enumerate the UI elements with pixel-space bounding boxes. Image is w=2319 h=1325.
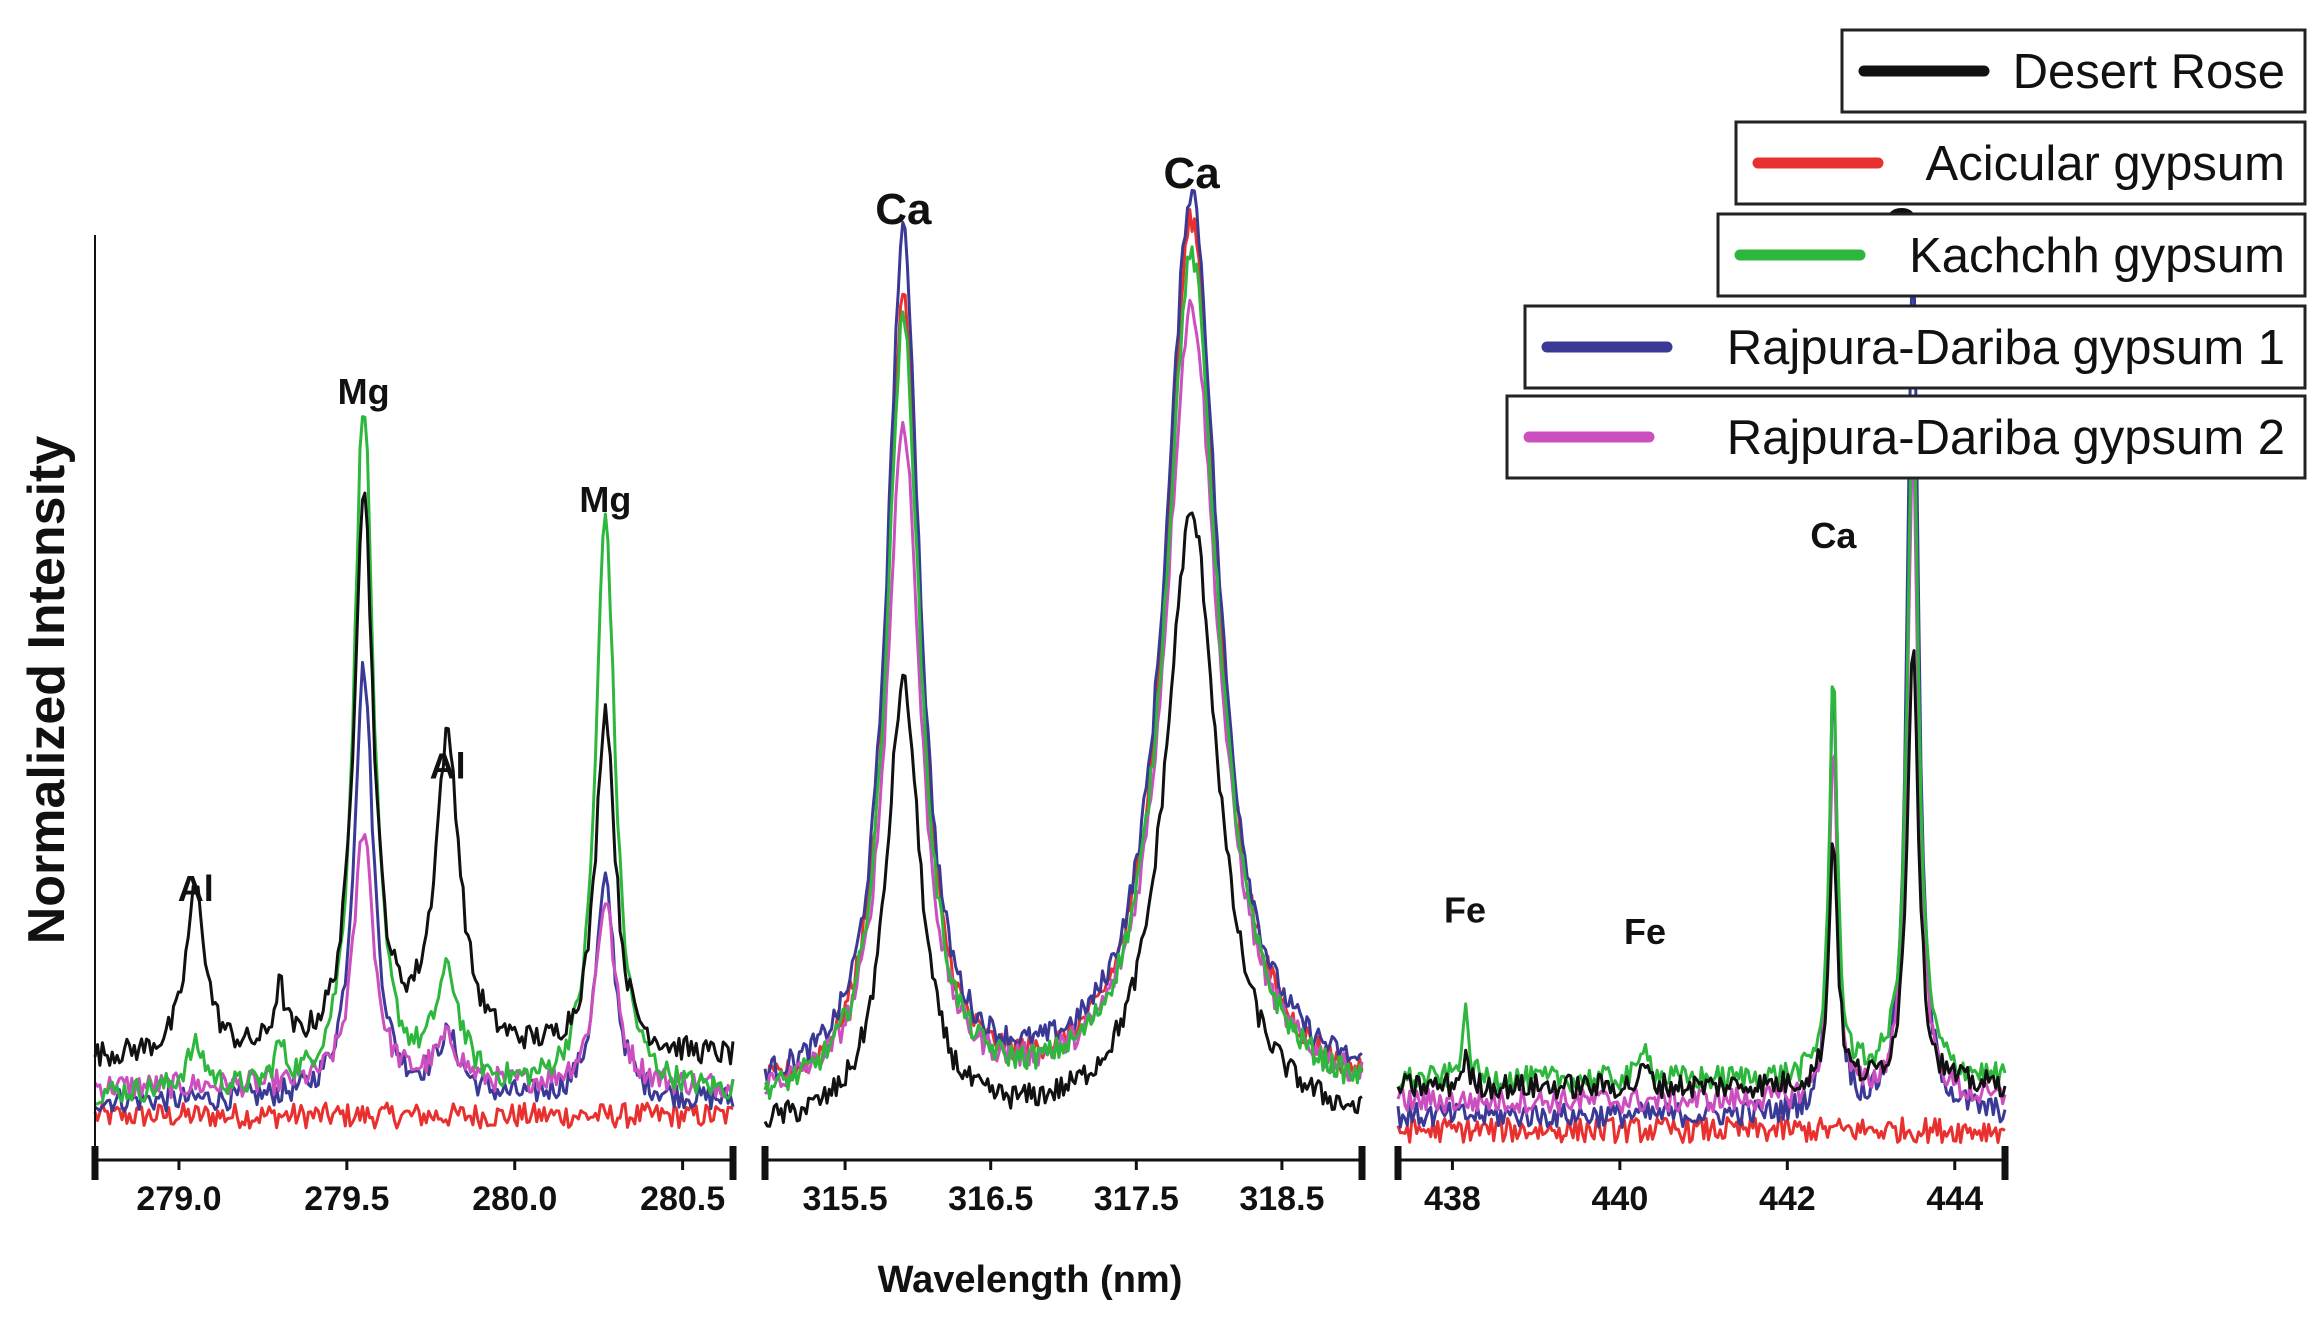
peak-label-fe: Fe (1444, 889, 1486, 930)
x-tick-label: 440 (1592, 1180, 1649, 1218)
legend-label: Desert Rose (2013, 45, 2285, 99)
x-tick-label: 444 (1926, 1180, 1983, 1218)
peak-label-mg: Mg (338, 371, 390, 412)
x-tick-label: 280.5 (640, 1180, 725, 1218)
x-tick-label: 315.5 (803, 1180, 888, 1218)
x-tick-label: 317.5 (1094, 1180, 1179, 1218)
legend-label: Kachchh gypsum (1909, 229, 2285, 283)
y-axis-title: Normalized Intensity (18, 436, 76, 945)
x-tick-label: 442 (1759, 1180, 1816, 1218)
trace-p3-desert-rose (1396, 649, 2007, 1100)
x-tick-label: 279.0 (136, 1180, 221, 1218)
peak-label-al: Al (430, 745, 466, 786)
legend-entry: Rajpura-Dariba gypsum 2 (1505, 394, 2307, 480)
legend-label: Rajpura-Dariba gypsum 1 (1727, 321, 2285, 375)
peak-label-al: Al (178, 868, 214, 909)
peak-label-ca: Ca (1810, 515, 1857, 556)
trace-p2-rajpura-dariba-gypsum-1 (763, 188, 1363, 1084)
legend-entry: Acicular gypsum (1734, 120, 2307, 206)
trace-p2-desert-rose (763, 511, 1363, 1128)
peak-label-mg: Mg (579, 479, 631, 520)
x-tick-label: 318.5 (1239, 1180, 1324, 1218)
legend: Desert Rose Acicular gypsum Kachchh gypsum… (1505, 28, 2307, 480)
trace-p1-acicular-gypsum (93, 1101, 734, 1130)
x-tick-label: 280.0 (472, 1180, 557, 1218)
legend-entry: Desert Rose (1840, 28, 2307, 114)
legend-entry: Kachchh gypsum (1716, 212, 2307, 298)
legend-box (1523, 304, 2307, 390)
trace-p1-desert-rose (93, 491, 735, 1067)
spectra-traces (93, 188, 2007, 1144)
x-tick-label: 438 (1424, 1180, 1481, 1218)
trace-p1-kachchh-gypsum (94, 415, 735, 1106)
peak-labels: AlMgAlMgCaCaFeFeCaCa (178, 149, 1942, 952)
peak-label-ca: Ca (875, 185, 932, 234)
axes: 279.0 279.5 280.0 280.5 315.5 316.5 317.5 318.5… (91, 235, 2009, 1218)
x-axis-title: Wavelength (nm) (878, 1259, 1183, 1301)
peak-label-ca: Ca (1164, 149, 1221, 198)
legend-entry: Rajpura-Dariba gypsum 1 (1523, 304, 2307, 390)
trace-p3-rajpura-dariba-gypsum-2 (1396, 455, 2007, 1115)
x-tick-label: 279.5 (304, 1180, 389, 1218)
x-tick-label: 316.5 (948, 1180, 1033, 1218)
legend-label: Rajpura-Dariba gypsum 2 (1727, 411, 2285, 465)
trace-p2-kachchh-gypsum (763, 245, 1364, 1100)
legend-label: Acicular gypsum (1926, 137, 2285, 191)
peak-label-fe: Fe (1624, 911, 1666, 952)
trace-p1-rajpura-dariba-gypsum-2 (93, 833, 735, 1100)
